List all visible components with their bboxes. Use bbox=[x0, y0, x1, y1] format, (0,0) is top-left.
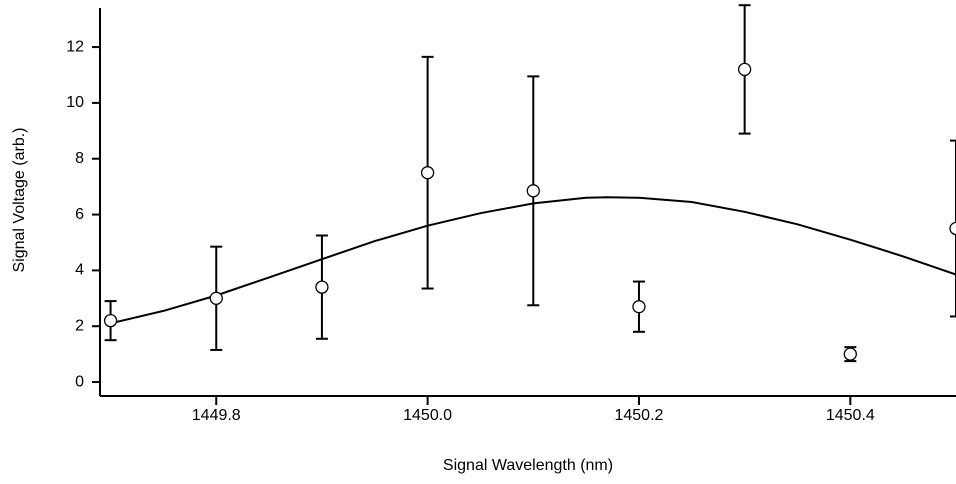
point bbox=[103, 313, 118, 328]
y-tick-label: 4 bbox=[75, 262, 84, 279]
point bbox=[737, 62, 752, 77]
point bbox=[315, 280, 329, 294]
x-tick-label: 1450.0 bbox=[403, 407, 452, 424]
point bbox=[209, 291, 223, 305]
point bbox=[949, 221, 956, 236]
y-tick-label: 2 bbox=[75, 317, 84, 334]
point bbox=[632, 300, 646, 314]
x-axis-title: Signal Wavelength (nm) bbox=[443, 457, 613, 474]
y-tick-label: 6 bbox=[75, 206, 84, 223]
y-tick-label: 10 bbox=[66, 94, 84, 111]
y-axis-title: Signal Voltage (arb.) bbox=[11, 128, 28, 273]
x-tick-label: 1450.2 bbox=[614, 407, 663, 424]
y-tick-label: 8 bbox=[75, 150, 84, 167]
point bbox=[420, 166, 435, 180]
point bbox=[843, 347, 857, 361]
fit-line bbox=[110, 196, 956, 325]
error-bar bbox=[950, 139, 956, 318]
y-tick-label: 12 bbox=[66, 38, 84, 55]
y-tick-label: 0 bbox=[75, 373, 84, 390]
point bbox=[526, 184, 540, 198]
x-tick-label: 1449.8 bbox=[192, 407, 241, 424]
x-tick-label: 1450.4 bbox=[826, 407, 875, 424]
